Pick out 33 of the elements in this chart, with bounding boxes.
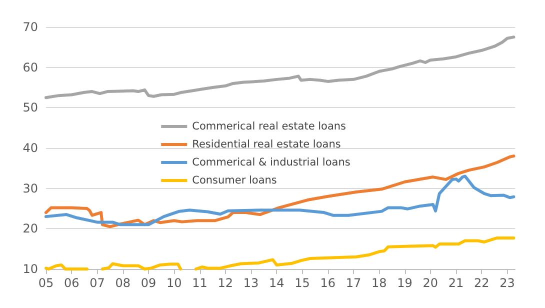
x-tick-label: 13 [243,276,259,290]
x-tick-label: 22 [474,276,490,290]
x-tick-label: 12 [218,276,234,290]
x-tick-label: 15 [294,276,310,290]
x-tick-label: 10 [166,276,182,290]
x-tick-label: 06 [64,276,80,290]
y-tick-label: 60 [22,60,38,74]
line-series [44,154,516,228]
x-tick-label: 18 [372,276,387,290]
x-tick-label: 11 [192,276,208,290]
legend-label: Commerical & industrial loans [192,156,350,169]
y-tick-label: 30 [22,181,38,196]
line-series [44,174,516,226]
x-tick-label: 20 [422,276,438,290]
y-tick-label: 10 [22,262,38,276]
legend-label: Consumer loans [192,174,277,187]
x-tick-label: 19 [397,276,412,290]
x-tick-label: 16 [320,276,336,290]
x-tick-label: 09 [140,276,156,290]
line-series [44,36,516,100]
x-tick-label: 23 [500,276,515,290]
legend-label: Commerical real estate loans [192,120,346,133]
y-tick-label: 20 [22,222,38,236]
x-tick-label: 17 [346,276,362,290]
y-tick-label: 70 [22,20,38,34]
x-tick-label: 05 [38,276,54,290]
x-tick-label: 21 [448,276,464,290]
x-tick-label: 08 [115,276,131,290]
x-tick-label: 07 [90,276,105,290]
legend-label: Residential real estate loans [192,138,341,151]
y-tick-label: 50 [22,100,38,115]
x-tick-label: 14 [269,276,284,290]
y-tick-label: 40 [22,141,38,155]
